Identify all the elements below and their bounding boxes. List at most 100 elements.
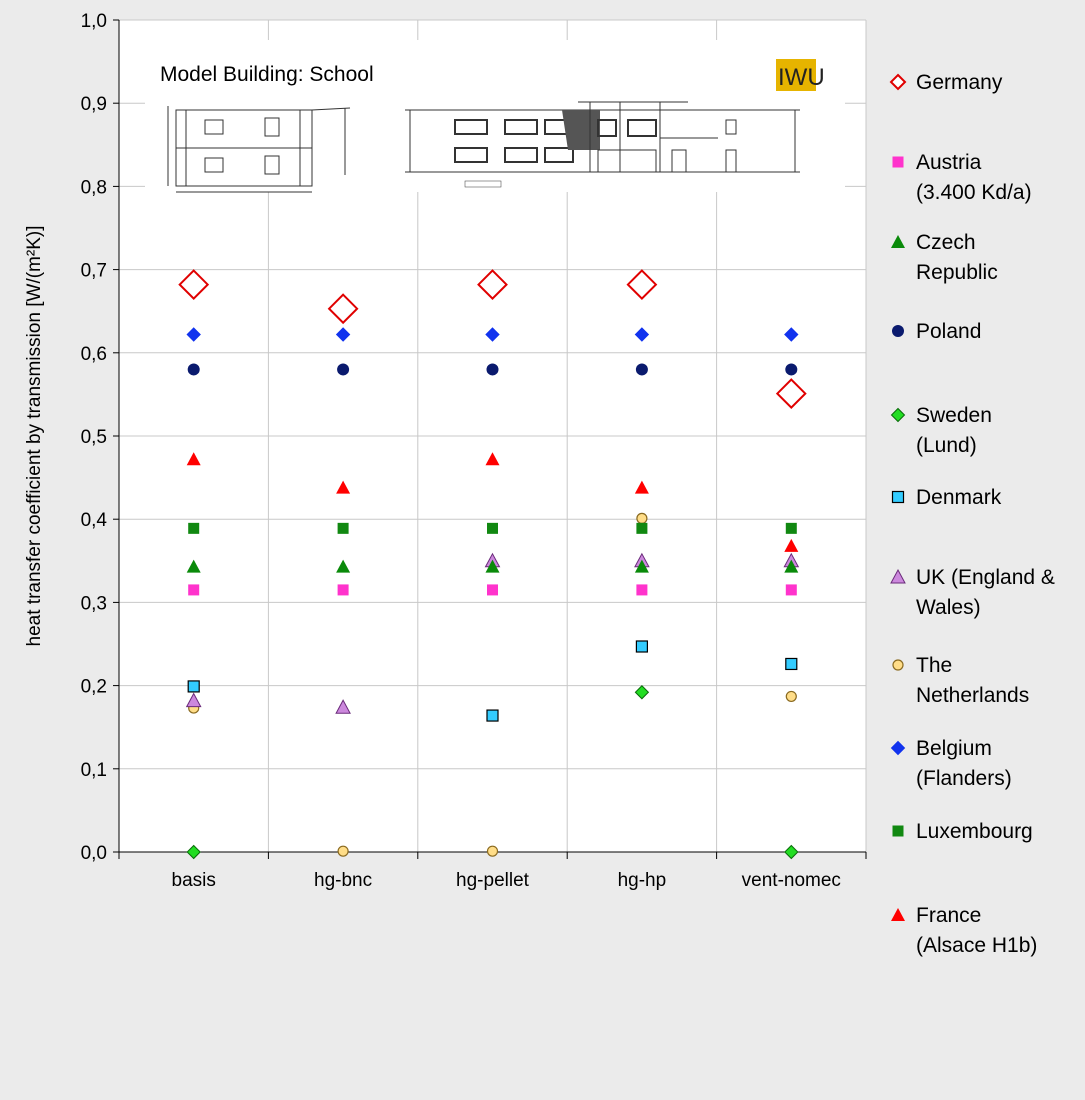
data-point bbox=[188, 522, 200, 534]
y-axis-label: heat transfer coefficient by transmissio… bbox=[24, 226, 45, 647]
legend-marker bbox=[890, 568, 906, 584]
data-point bbox=[785, 690, 797, 703]
data-point bbox=[784, 559, 799, 573]
y-tick-label: 0,5 bbox=[81, 427, 107, 448]
y-ticks: 0,0 0,1 0,2 0,3 0,4 0,5 0,6 0,7 0,8 0,9 1,0 bbox=[81, 11, 119, 864]
legend-item: Belgium (Flanders) bbox=[890, 737, 1012, 790]
data-point bbox=[636, 512, 648, 524]
x-tick-label: hg-bnc bbox=[314, 870, 372, 891]
x-tick-label: hg-pellet bbox=[456, 870, 530, 891]
legend-label: UK (England & bbox=[916, 566, 1055, 589]
data-point bbox=[486, 709, 499, 722]
legend-label: Netherlands bbox=[916, 684, 1029, 707]
data-point bbox=[485, 559, 500, 573]
legend-label: (Alsace H1b) bbox=[916, 934, 1037, 957]
legend-label: Wales) bbox=[916, 596, 981, 619]
data-point bbox=[634, 327, 650, 342]
data-point bbox=[785, 657, 798, 671]
legend-label: (Flanders) bbox=[916, 767, 1012, 790]
building-elevation-drawing bbox=[405, 101, 800, 188]
legend-item: The Netherlands bbox=[892, 654, 1029, 707]
legend-marker bbox=[892, 659, 904, 671]
y-tick-label: 1,0 bbox=[81, 11, 107, 32]
y-tick-label: 0,1 bbox=[81, 760, 107, 781]
legend-label: Luxembourg bbox=[916, 820, 1033, 843]
y-tick-label: 0,8 bbox=[81, 177, 107, 198]
legend-label: (3.400 Kd/a) bbox=[916, 181, 1032, 204]
y-tick-label: 0,0 bbox=[81, 843, 107, 864]
legend-item: UK (England & Wales) bbox=[890, 566, 1055, 619]
legend-marker bbox=[889, 73, 907, 91]
data-point bbox=[487, 522, 498, 534]
legend-item: Austria (3.400 Kd/a) bbox=[892, 151, 1032, 204]
data-point bbox=[187, 680, 200, 693]
data-point bbox=[785, 584, 797, 596]
data-point bbox=[186, 844, 201, 860]
data-point bbox=[185, 692, 202, 708]
legend-marker bbox=[891, 235, 905, 248]
legend-marker bbox=[890, 740, 906, 756]
x-ticks: basis hg-bnc hg-pellet hg-hp vent-nomec bbox=[118, 852, 867, 891]
data-point bbox=[634, 480, 649, 494]
legend-marker bbox=[891, 908, 905, 921]
legend-marker bbox=[892, 156, 904, 168]
data-point bbox=[186, 327, 201, 342]
legend-item: Germany bbox=[889, 71, 1003, 94]
y-tick-label: 0,3 bbox=[81, 593, 107, 614]
logo-text: IWU bbox=[778, 64, 825, 91]
y-tick-label: 0,9 bbox=[81, 94, 107, 115]
legend-item: Luxembourg bbox=[892, 820, 1033, 843]
data-point bbox=[785, 363, 798, 376]
legend-label: (Lund) bbox=[916, 434, 977, 457]
y-tick-label: 0,7 bbox=[81, 261, 107, 282]
data-point bbox=[337, 363, 350, 376]
legend-label: France bbox=[916, 904, 981, 927]
data-point bbox=[186, 559, 201, 573]
data-point bbox=[477, 269, 508, 300]
logo-box bbox=[776, 59, 816, 91]
data-point bbox=[337, 584, 349, 596]
data-point bbox=[635, 363, 648, 376]
data-point bbox=[187, 363, 200, 376]
legend-label: Czech bbox=[916, 231, 976, 254]
legend-label: The bbox=[916, 654, 952, 677]
data-point bbox=[636, 584, 648, 596]
x-tick-label: basis bbox=[172, 870, 216, 891]
legend-label: Belgium bbox=[916, 737, 992, 760]
data-point bbox=[634, 685, 650, 700]
data-point bbox=[486, 845, 499, 857]
data-point bbox=[775, 378, 807, 409]
data-point bbox=[626, 269, 658, 300]
legend-label: Austria bbox=[916, 151, 982, 174]
y-tick-label: 0,2 bbox=[81, 677, 107, 698]
data-point bbox=[487, 584, 498, 596]
data-point bbox=[186, 452, 201, 466]
data-point bbox=[485, 452, 500, 466]
legend-label: Sweden bbox=[916, 404, 992, 427]
data-points bbox=[178, 269, 807, 860]
iwu-logo: IWU bbox=[776, 59, 825, 91]
data-point bbox=[188, 584, 200, 596]
data-point bbox=[636, 522, 648, 534]
x-tick-label: vent-nomec bbox=[742, 870, 841, 891]
data-point bbox=[335, 327, 351, 342]
legend-marker bbox=[892, 325, 904, 337]
data-point bbox=[336, 480, 351, 494]
data-point bbox=[337, 845, 349, 857]
data-point bbox=[336, 559, 351, 573]
data-point bbox=[327, 293, 359, 325]
legend: Germany Austria (3.400 Kd/a) Czech Republic P… bbox=[889, 71, 1055, 957]
data-point bbox=[335, 699, 351, 714]
y-tick-label: 0,4 bbox=[81, 510, 108, 531]
inset-caption: Model Building: School bbox=[160, 63, 374, 86]
legend-marker bbox=[892, 825, 904, 837]
data-point bbox=[784, 327, 799, 342]
inset: Model Building: School IWU bbox=[145, 40, 845, 193]
data-point bbox=[337, 522, 349, 534]
x-tick-label: hg-hp bbox=[618, 870, 667, 891]
legend-item: Poland bbox=[892, 320, 981, 343]
data-point bbox=[486, 363, 499, 376]
data-point bbox=[784, 538, 799, 552]
inset-background bbox=[145, 40, 845, 192]
